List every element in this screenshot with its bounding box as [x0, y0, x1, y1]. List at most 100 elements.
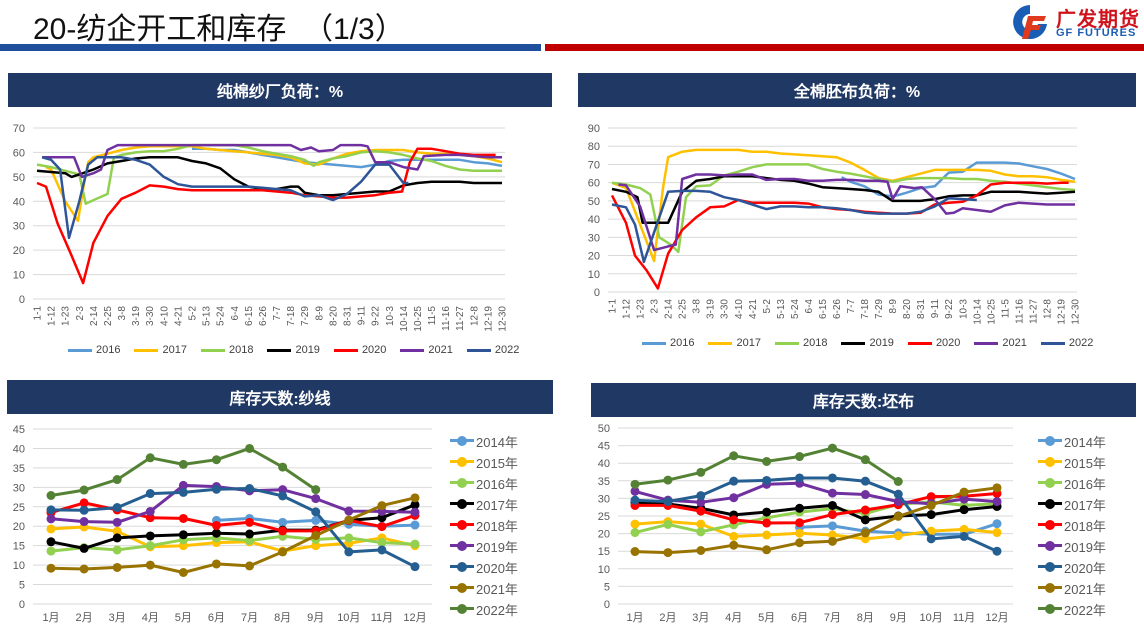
legend-item: 2017年: [450, 495, 518, 516]
legend-item: 2019: [267, 344, 320, 356]
y-tick-label: 20: [13, 521, 25, 533]
x-tick-label: 8月: [857, 612, 874, 624]
data-point: [827, 473, 837, 483]
series-line: [50, 496, 416, 574]
gf-logo-icon: [1013, 5, 1047, 39]
data-point: [729, 476, 739, 486]
legend-swatch: [841, 341, 866, 345]
x-tick-label: 3月: [109, 612, 126, 624]
y-tick-label: 20: [598, 529, 610, 541]
legend-swatch: [1038, 540, 1062, 551]
x-tick-label: 1-1: [608, 299, 619, 314]
legend-label: 2017年: [476, 498, 518, 513]
data-point: [211, 528, 221, 538]
data-point: [112, 503, 122, 513]
x-tick-label: 4-21: [173, 306, 184, 326]
x-tick-label: 10-14: [399, 306, 410, 332]
x-tick-label: 1-23: [636, 299, 647, 319]
legend-label: 2017: [736, 337, 761, 349]
series-2017: [45, 145, 503, 223]
x-tick-label: 7-18: [860, 299, 871, 319]
series-line: [635, 492, 998, 525]
data-point: [145, 560, 155, 570]
series-line: [50, 525, 416, 553]
slide-title: 20-纺企开工和库存 （1/3）: [33, 13, 405, 46]
series-2021年: [46, 493, 420, 577]
data-point: [630, 495, 640, 505]
data-point: [959, 531, 969, 541]
x-tick-label: 8-9: [314, 306, 325, 321]
legend-swatch: [1038, 519, 1062, 530]
legend-label: 2020年: [1064, 561, 1106, 576]
legend-item: 2017: [134, 344, 187, 356]
data-point: [860, 528, 870, 538]
data-point: [762, 530, 772, 540]
y-tick-label: 20: [588, 251, 600, 263]
series-line: [841, 161, 1076, 198]
data-point: [311, 541, 321, 551]
legend-swatch: [466, 348, 491, 352]
chart-title-yarn-inventory: 库存天数:纱线: [7, 380, 553, 414]
x-tick-label: 8-20: [328, 306, 339, 326]
legend-label: 2017: [162, 344, 187, 356]
data-point: [79, 517, 89, 527]
data-point: [663, 497, 673, 507]
x-tick-label: 7-29: [300, 306, 311, 326]
legend-label: 2016: [670, 337, 695, 349]
x-tick-label: 2月: [659, 612, 676, 624]
data-point: [245, 484, 255, 493]
x-tick-label: 12月: [985, 612, 1008, 624]
legend-label: 2016: [96, 344, 121, 356]
data-point: [46, 546, 56, 556]
legend-swatch: [1038, 498, 1062, 509]
x-tick-label: 11-5: [427, 306, 438, 326]
x-tick-label: 6-26: [258, 306, 269, 326]
data-point: [245, 517, 255, 527]
y-tick-label: 45: [13, 424, 25, 436]
data-point: [992, 546, 1002, 556]
legend-item: 2015年: [450, 453, 518, 474]
data-point: [311, 515, 321, 525]
y-tick-label: 70: [588, 159, 600, 171]
y-tick-label: 70: [13, 123, 25, 135]
data-point: [926, 492, 936, 502]
legend-label: 2022年: [476, 603, 518, 618]
data-point: [46, 491, 56, 500]
data-point: [827, 488, 837, 498]
legend-item: 2020年: [450, 558, 518, 579]
data-point: [762, 475, 772, 485]
data-point: [377, 538, 387, 548]
legend-label: 2021: [428, 344, 453, 356]
series-line: [611, 148, 1076, 263]
data-point: [410, 520, 420, 530]
data-point: [893, 489, 903, 499]
legend-label: 2020: [935, 337, 961, 349]
data-point: [211, 484, 221, 494]
x-tick-label: 6-15: [818, 299, 829, 319]
legend-label: 2021: [1002, 337, 1027, 349]
legend-label: 2019: [869, 337, 894, 349]
data-point: [992, 519, 1002, 529]
logo-text-en: GF FUTURES: [1056, 27, 1137, 39]
data-point: [696, 506, 706, 516]
x-tick-label: 7-18: [286, 306, 297, 326]
data-point: [46, 563, 56, 573]
series-line: [36, 147, 496, 285]
data-point: [860, 490, 870, 500]
legend-swatch: [1038, 435, 1062, 446]
legend-label: 2014年: [1064, 435, 1106, 450]
x-tick-label: 1月: [626, 612, 643, 624]
data-point: [827, 500, 837, 510]
data-point: [663, 519, 673, 529]
chart-title-fabric-load: 全棉胚布负荷：%: [578, 73, 1136, 107]
data-point: [860, 515, 870, 525]
x-tick-label: 6月: [791, 612, 808, 624]
x-tick-label: 3-8: [692, 299, 703, 314]
data-point: [278, 491, 288, 501]
data-point: [696, 545, 706, 555]
x-tick-label: 3-19: [131, 306, 142, 326]
legend-label: 2018年: [476, 519, 518, 534]
data-point: [795, 538, 805, 548]
legend-swatch: [974, 341, 999, 345]
legend-item: 2022: [466, 344, 519, 356]
